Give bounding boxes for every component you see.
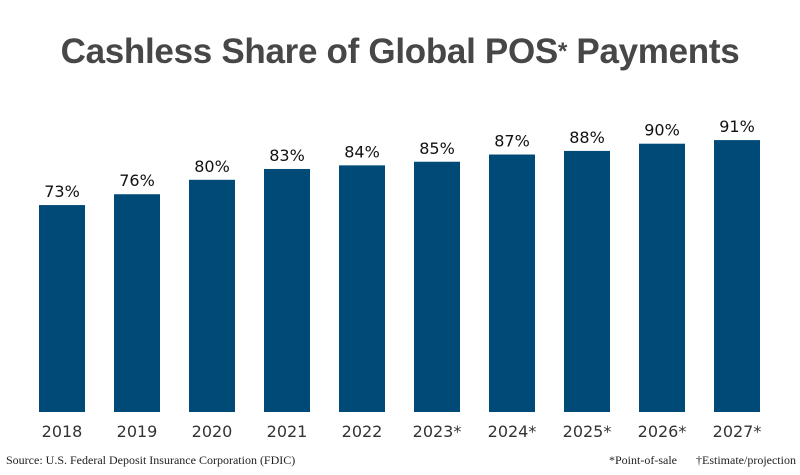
data-label: 85% [419,139,455,158]
data-label: 87% [494,132,530,151]
data-label: 73% [44,182,80,201]
x-tick-label: 2023* [413,422,462,441]
data-label: 84% [344,142,380,161]
data-label: 76% [119,171,155,190]
title-text: Cashless Share of Global POS [60,32,559,71]
bar-2027 [714,140,760,412]
x-tick-label: 2024* [488,422,537,441]
bar-2018 [39,205,85,412]
data-label: 90% [644,121,680,140]
data-label: 91% [719,117,755,136]
x-tick-label: 2025* [563,422,612,441]
source-note: Source: U.S. Federal Deposit Insurance C… [6,453,296,467]
data-label: 83% [269,146,305,165]
bar-2023 [414,161,460,412]
x-tick-label: 2021 [267,422,308,441]
x-tick-label: 2019 [117,422,158,441]
bar-2019 [114,194,160,412]
x-tick-label: 2020 [192,422,233,441]
x-tick-label: 2026* [638,422,687,441]
data-label: 80% [194,157,230,176]
title-suffix: Payments [576,32,740,71]
x-tick-label: 2027* [713,422,762,441]
footnote-estimate: †Estimate/projection [696,453,796,467]
x-tick-label: 2018 [42,422,83,441]
bar-2025 [564,150,610,413]
bar-2020 [189,179,235,412]
bar-2024 [489,154,535,412]
footnote-point-of-sale: *Point-of-sale [609,453,677,467]
bar-2022 [339,165,385,412]
data-label: 88% [569,128,605,147]
bar-2021 [264,168,310,412]
title-marker: * [557,38,567,65]
bar-2026 [639,143,685,412]
chart-title: Cashless Share of Global POS* Payments [0,32,800,72]
x-tick-label: 2022 [342,422,383,441]
